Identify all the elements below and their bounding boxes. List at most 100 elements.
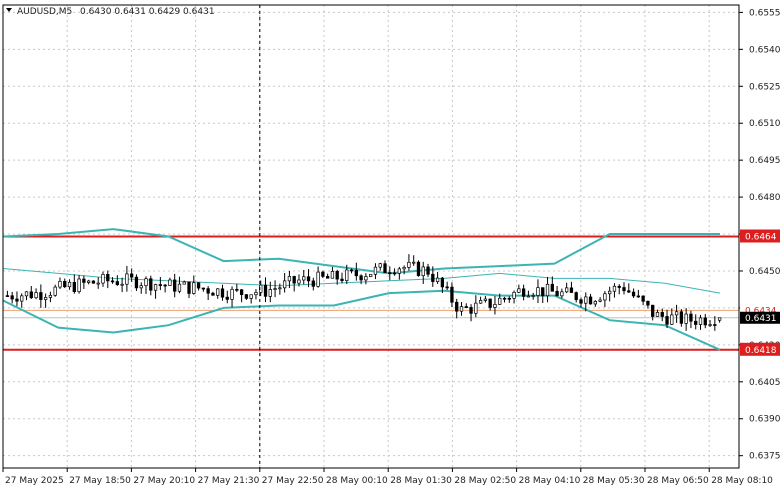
candle-body [517,288,521,293]
candle-body [316,271,320,287]
candle-body [593,300,597,305]
candle-body [24,291,29,297]
candle-body [278,287,282,290]
candle-body [10,295,14,300]
candle-body [330,271,335,279]
candle-body [617,285,621,288]
candle-body [34,292,38,299]
candle-body [39,292,43,300]
candle-body [364,276,368,281]
candle-body [306,276,311,282]
candle-body [302,276,306,281]
x-tick-label: 27 May 20:10 [133,476,195,486]
candle-body [77,278,81,292]
candle-body [244,294,249,299]
candle-body [268,289,272,297]
candle-body [326,276,330,279]
candle-body [646,300,650,306]
y-tick-label: 0.6405 [749,378,781,388]
candle-body [679,311,684,324]
candle-body [168,279,172,286]
candle-body [584,296,588,304]
candle-body [627,290,631,293]
candle-body [603,293,607,301]
candle-body [684,313,688,324]
candle-body [608,290,612,295]
candle-body [703,317,707,326]
candle-body [340,278,344,282]
candle-body [412,261,416,264]
candle-body [545,283,550,297]
level-label-bg [740,342,780,356]
candle-body [478,300,483,304]
candle-body [560,291,564,297]
candle-body [488,298,492,308]
candle-body [698,317,703,325]
plot-frame [2,4,740,469]
time-axis[interactable]: 27 May 2025 27 May 18:50 27 May 20:10 27 Ma… [2,468,773,486]
candle-body [196,282,201,289]
candle-body [541,287,545,297]
candle-body [651,304,655,317]
y-tick-label: 0.6375 [749,452,781,462]
candle-body [149,278,153,291]
x-tick-label: 27 May 18:50 [69,476,131,486]
candle-body [130,273,134,278]
candle-body [125,273,129,285]
candle-body [655,312,660,317]
candle-body [450,286,454,303]
x-tick-label: 28 May 05:30 [583,476,645,486]
bollinger-lower-line [2,289,721,351]
x-tick-label: 27 May 2025 [5,476,64,486]
candle-body [72,281,76,292]
candle-body [445,286,449,289]
candle-body [192,282,196,294]
y-tick-label: 0.6555 [749,8,781,18]
candle-body [612,285,617,292]
bid-label: 0.6431 [745,314,777,324]
x-tick-label: 27 May 22:50 [262,476,324,486]
candle-body [206,288,210,294]
candle-body [474,302,478,314]
level-label: 0.6418 [745,346,777,356]
bid-label-bg [740,311,780,324]
candle-body [574,292,578,301]
candle-body [717,317,722,321]
candle-body [225,296,229,300]
y-tick-label: 0.6390 [749,415,781,425]
x-tick-label: 28 May 02:50 [454,476,516,486]
candle-body [201,287,206,290]
candle-body [263,284,268,297]
candle-body [282,280,287,289]
candle-body [354,270,358,277]
triangle-down-icon[interactable] [6,8,12,12]
candle-body [96,282,100,285]
candle-body [43,297,48,300]
candle-body [555,290,559,297]
candle-body [110,280,115,283]
candle-body [598,299,602,302]
level-label-bg [740,229,780,243]
candle-body [440,277,445,288]
x-tick-label: 28 May 00:10 [326,476,388,486]
candle-body [235,288,239,291]
candle-body [86,280,91,283]
bollinger-upper-line [2,228,720,275]
y-tick-label: 0.6450 [749,267,781,277]
x-tick-label: 27 May 21:30 [198,476,260,486]
candle-body [230,288,234,300]
y-tick-label: 0.6525 [749,82,781,92]
candle-body [459,306,464,312]
candle-body [120,283,124,286]
candle-body [216,288,220,296]
candle-body [435,277,440,282]
candle-body [689,313,693,322]
candle-body [220,288,225,298]
candle-body [550,283,554,292]
candle-body [287,276,292,282]
candle-body [421,266,425,276]
candle-body [670,314,674,325]
candle-body [173,279,177,292]
